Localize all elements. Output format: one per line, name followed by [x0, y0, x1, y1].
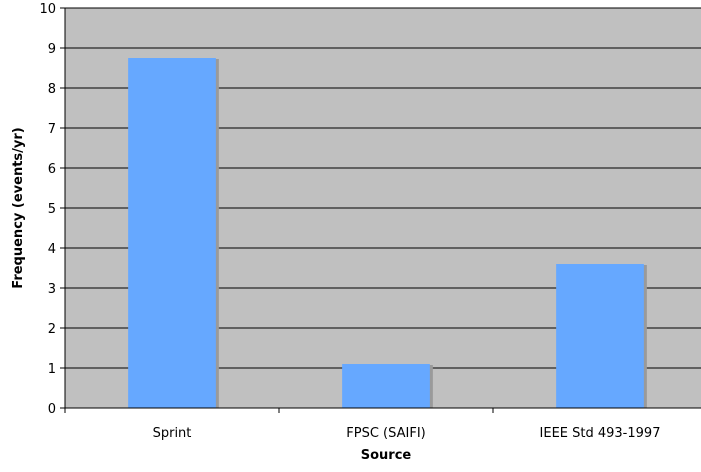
x-tick-label: Sprint [153, 426, 192, 441]
y-tick-label: 0 [48, 402, 56, 417]
bar [342, 364, 430, 408]
x-tick-label: IEEE Std 493-1997 [540, 426, 661, 441]
y-ticks: 0 1 2 3 4 5 6 7 8 9 10 [39, 2, 65, 417]
y-tick-label: 6 [48, 162, 56, 177]
x-tick-label: FPSC (SAIFI) [346, 426, 425, 441]
bar [128, 58, 216, 408]
y-tick-label: 9 [48, 42, 56, 57]
x-ticks: Sprint FPSC (SAIFI) IEEE Std 493-1997 [64, 408, 661, 441]
y-tick-label: 4 [48, 242, 56, 257]
y-tick-label: 8 [48, 82, 56, 97]
y-axis-title: Frequency (events/yr) [11, 127, 26, 288]
y-tick-label: 7 [48, 122, 56, 137]
bars [128, 58, 647, 408]
y-tick-label: 3 [48, 282, 56, 297]
y-tick-label: 1 [48, 362, 56, 377]
x-axis-title: Source [361, 448, 412, 463]
y-tick-label: 2 [48, 322, 56, 337]
y-tick-label: 10 [39, 2, 56, 17]
y-tick-label: 5 [48, 202, 56, 217]
bar [556, 264, 644, 408]
